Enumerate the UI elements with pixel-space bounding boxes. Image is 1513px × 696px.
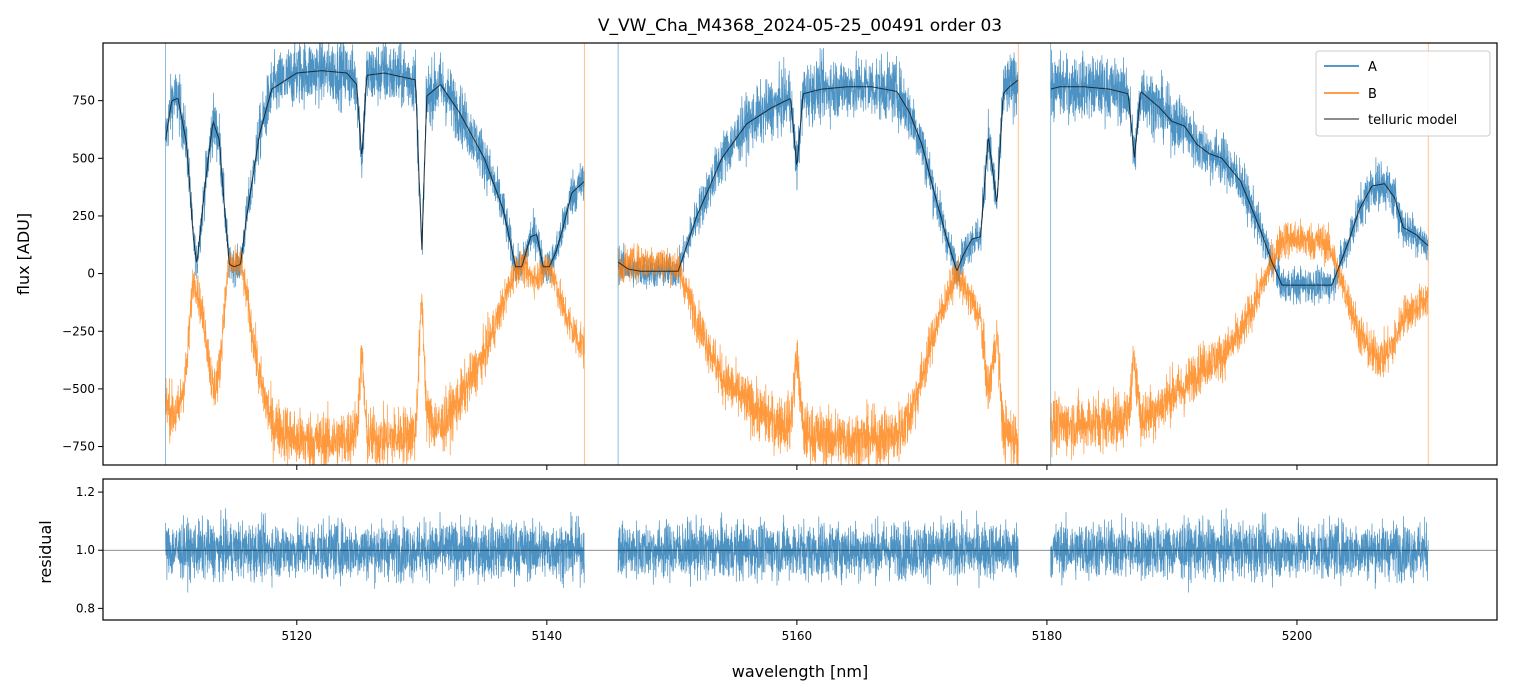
y-tick-label: 250 xyxy=(72,209,95,223)
flux-y-axis-label: flux [ADU] xyxy=(14,213,33,295)
y-tick-label: 750 xyxy=(72,94,95,108)
y-tick-label: −750 xyxy=(62,440,95,454)
series-b-segment-2 xyxy=(1050,218,1429,461)
residual-plot-area xyxy=(103,508,1497,593)
residual-panel-frame xyxy=(102,478,1498,621)
x-tick-label: 5120 xyxy=(282,629,313,643)
flux-panel-frame xyxy=(102,42,1498,466)
x-tick-label: 5160 xyxy=(782,629,813,643)
flux-panel: −750 −500 −250 0 250 500 750 flux [ADU] A B te… xyxy=(14,42,1498,470)
chart-title: V_VW_Cha_M4368_2024-05-25_00491 order 03 xyxy=(598,16,1002,36)
y-tick-label: 500 xyxy=(72,151,95,165)
legend-label-b: B xyxy=(1368,87,1377,102)
y-tick-label: −250 xyxy=(62,324,95,338)
residual-y-ticks: 0.8 1.0 1.2 xyxy=(76,485,103,615)
x-tick-label: 5180 xyxy=(1032,629,1063,643)
residual-series-segment-0 xyxy=(165,508,585,593)
legend: A B telluric model xyxy=(1315,50,1491,137)
series-b-segment-1 xyxy=(617,243,1019,465)
series-b-segment-0 xyxy=(165,245,585,465)
series-telluric-model-segment-2 xyxy=(1050,86,1429,286)
y-tick-label: 1.2 xyxy=(76,485,95,499)
y-tick-label: 0.8 xyxy=(76,601,95,615)
flux-plot-area xyxy=(165,43,1429,465)
series-telluric-model-segment-0 xyxy=(165,70,585,268)
legend-label-telluric-model: telluric model xyxy=(1368,113,1457,128)
x-tick-label: 5200 xyxy=(1282,629,1313,643)
series-telluric-model-segment-1 xyxy=(617,79,1019,272)
x-axis-label: wavelength [nm] xyxy=(732,662,869,681)
residual-series-segment-2 xyxy=(1050,508,1429,593)
x-tick-label: 5140 xyxy=(532,629,563,643)
legend-label-a: A xyxy=(1368,60,1377,75)
legend-box xyxy=(1315,50,1491,137)
flux-x-ticks xyxy=(296,465,1298,470)
residual-panel: 5120 5140 5160 5180 5200 0.81.01.2 residual … xyxy=(36,478,1498,681)
residual-x-ticks: 5120 5140 5160 5180 5200 xyxy=(282,620,1313,643)
y-tick-label: −500 xyxy=(62,382,95,396)
y-tick-label: 0 xyxy=(87,267,95,281)
residual-y-axis-label: residual xyxy=(36,520,55,583)
residual-series-segment-1 xyxy=(617,510,1019,589)
series-a-segment-1 xyxy=(617,47,1019,290)
flux-y-ticks: −750 −500 −250 0 250 500 750 xyxy=(62,94,103,454)
y-tick-label: 1.0 xyxy=(76,543,95,557)
series-a-segment-2 xyxy=(1050,49,1429,306)
